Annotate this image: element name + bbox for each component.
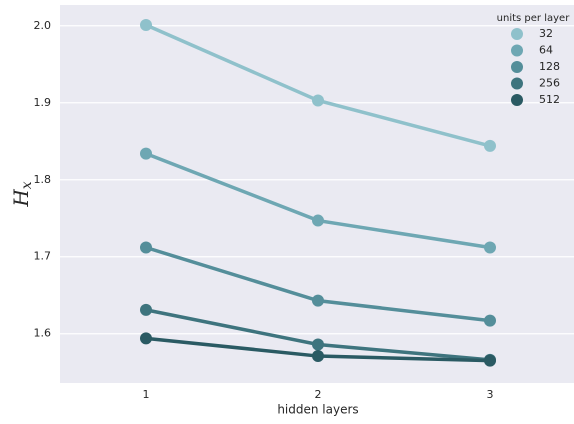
- x-tick-label: 3: [487, 388, 494, 401]
- plot-area: [60, 5, 574, 383]
- legend-marker: [511, 77, 523, 90]
- point: [140, 303, 152, 316]
- legend-marker: [511, 61, 523, 73]
- legend-label: 512: [539, 93, 560, 106]
- legend-label: 64: [539, 44, 553, 57]
- legend-marker: [511, 44, 523, 57]
- point: [140, 241, 152, 254]
- point: [312, 214, 324, 227]
- legend-label: 128: [539, 60, 560, 73]
- point: [312, 350, 324, 363]
- x-axis-label: hidden layers: [277, 403, 358, 417]
- y-tick-label: 2.0: [34, 19, 52, 32]
- point: [140, 147, 152, 160]
- point: [312, 94, 324, 107]
- y-label-sub: x: [19, 181, 35, 189]
- legend-marker: [511, 94, 523, 106]
- y-tick-label: 1.9: [34, 96, 52, 109]
- point: [140, 332, 152, 345]
- point: [484, 139, 496, 152]
- x-tick-label: 1: [143, 388, 150, 401]
- legend-title: units per layer: [497, 13, 571, 24]
- point: [484, 314, 496, 327]
- point: [484, 241, 496, 254]
- y-label-main: H: [9, 189, 33, 208]
- y-tick-label: 1.8: [34, 173, 52, 186]
- point: [312, 294, 324, 307]
- y-tick-label: 1.6: [34, 327, 52, 340]
- point: [140, 19, 152, 32]
- y-tick-label: 1.7: [34, 250, 52, 263]
- legend-marker: [511, 28, 523, 40]
- point: [312, 338, 324, 351]
- point: [484, 354, 496, 367]
- y-axis-label: Hx: [9, 181, 36, 207]
- legend-label: 32: [539, 27, 553, 40]
- x-tick-label: 2: [315, 388, 322, 401]
- legend-label: 256: [539, 77, 560, 90]
